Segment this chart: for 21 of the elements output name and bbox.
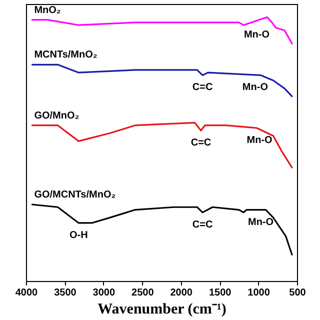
x-tick-label: 3000	[92, 288, 116, 298]
x-axis-title: Wavenumber (cm⁻¹)	[98, 302, 226, 318]
annotation: C=C	[192, 82, 213, 94]
annotation: Mn-O	[242, 82, 268, 94]
series-label: GO/MCNTs/MnO₂	[34, 189, 116, 200]
annotation: C=C	[192, 219, 213, 230]
series-label: GO/MnO₂	[34, 110, 80, 122]
annotation: O-H	[69, 230, 88, 241]
x-tick-label: 2500	[132, 288, 154, 298]
annotation: C=C	[190, 138, 212, 149]
series-label: MCNTs/MnO₂	[34, 50, 98, 61]
x-tick-label: 2000	[170, 288, 193, 298]
x-tick-label: 1000	[248, 288, 270, 298]
annotation: Mn-O	[244, 29, 270, 40]
series-label: MnO₂	[34, 4, 61, 16]
annotation: Mn-O	[248, 216, 274, 228]
x-tick-label: 4000	[15, 288, 38, 298]
x-tick-label: 1500	[208, 288, 232, 298]
x-tick-label: 3500	[54, 288, 77, 298]
annotation: Mn-O	[246, 134, 273, 146]
x-tick-label: 500	[289, 288, 306, 298]
